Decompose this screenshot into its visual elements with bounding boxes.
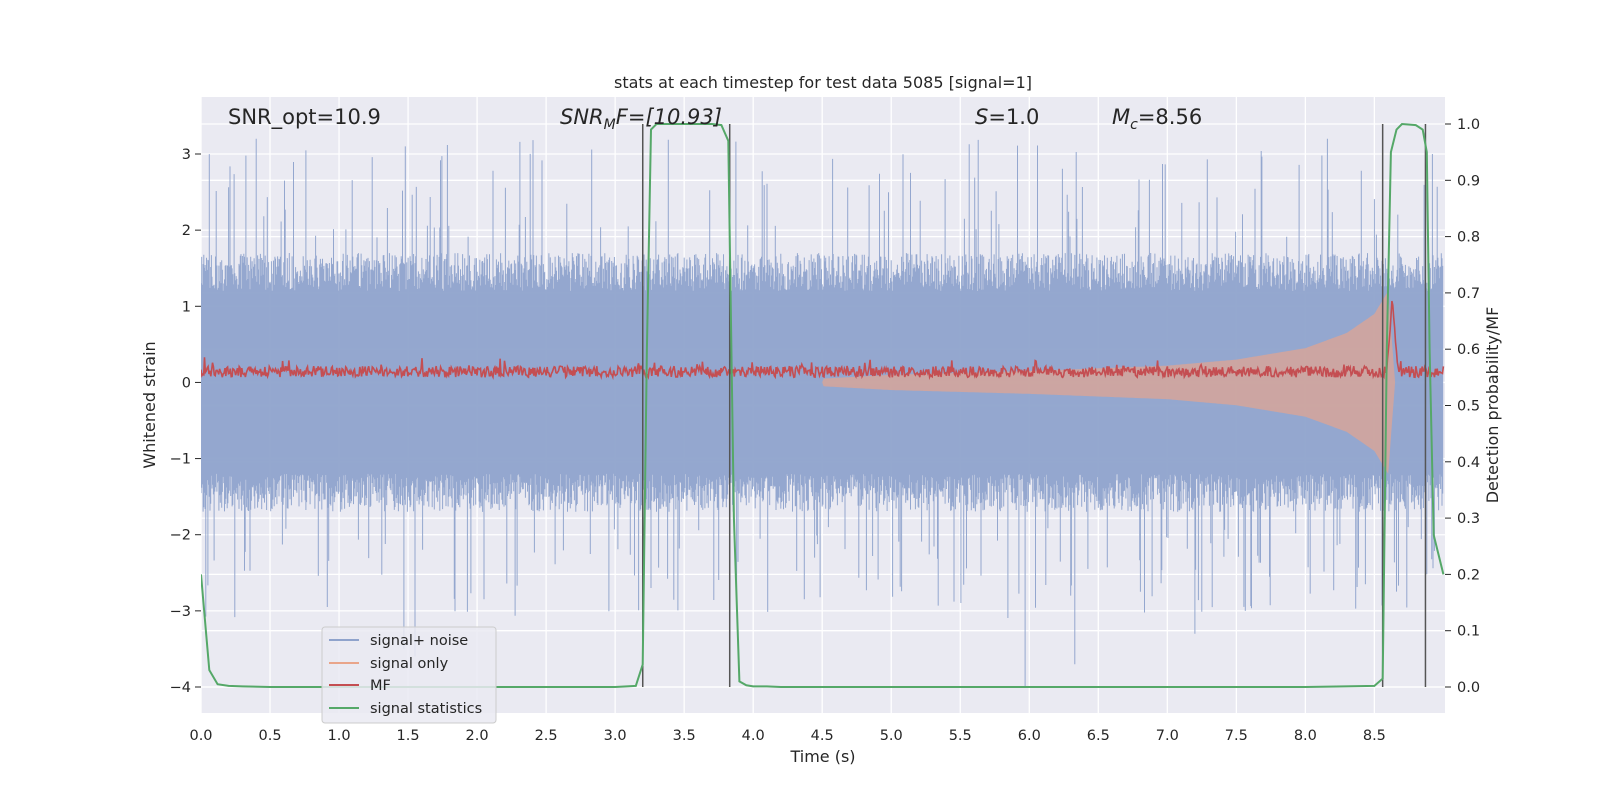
annotation-snr-opt: SNR_opt=10.9 xyxy=(228,105,381,130)
y-axis-label: Whitened strain xyxy=(140,341,159,468)
x-tick-label: 8.5 xyxy=(1363,728,1386,744)
series-mf xyxy=(201,300,1445,381)
x-tick-label: 6.0 xyxy=(1018,728,1041,744)
annotation-snr-mf-subscript: M xyxy=(604,117,616,133)
annotation-s-value: =1.0 xyxy=(988,105,1039,129)
y-axis-ticks: 3 2 1 0 −1 −2 −3 −4 xyxy=(170,147,201,696)
x-tick-label: 7.0 xyxy=(1156,728,1179,744)
series-signal-only xyxy=(822,291,1396,474)
legend-label-signal-plus-noise: signal+ noise xyxy=(370,633,468,649)
x-tick-label: 7.5 xyxy=(1225,728,1248,744)
chart-title: stats at each timestep for test data 508… xyxy=(614,73,1032,92)
annotation-mc-symbol: M xyxy=(1112,105,1130,129)
x-tick-label: 1.0 xyxy=(328,728,351,744)
x-tick-label: 3.0 xyxy=(604,728,627,744)
y-tick-label: −1 xyxy=(170,452,191,468)
y2-tick-label: 0.8 xyxy=(1457,230,1480,246)
y-tick-label: −4 xyxy=(170,680,191,696)
y2-tick-label: 0.6 xyxy=(1457,342,1480,358)
x-tick-label: 5.5 xyxy=(949,728,972,744)
annotation-mc: Mc=8.56 xyxy=(1112,105,1202,133)
x-tick-label: 1.5 xyxy=(397,728,420,744)
annotation-s-symbol: S xyxy=(975,105,988,129)
x-tick-label: 4.5 xyxy=(811,728,834,744)
annotation-snr-mf: SNRMF=[10.93] xyxy=(560,105,722,133)
y-tick-label: 0 xyxy=(182,375,191,391)
x-tick-label: 6.5 xyxy=(1087,728,1110,744)
x-tick-label: 2.5 xyxy=(535,728,558,744)
y2-tick-label: 1.0 xyxy=(1457,117,1480,133)
legend: signal+ noise signal only MF signal stat… xyxy=(321,626,497,724)
x-tick-label: 8.0 xyxy=(1294,728,1317,744)
y-tick-label: 3 xyxy=(182,147,191,163)
x-tick-label: 0.5 xyxy=(258,728,281,744)
y2-tick-label: 0.7 xyxy=(1457,286,1480,302)
y2-axis-label: Detection probability/MF xyxy=(1483,307,1502,504)
y2-tick-label: 0.3 xyxy=(1457,511,1480,527)
annotation-s: S=1.0 xyxy=(975,105,1039,129)
x-tick-label: 4.0 xyxy=(742,728,765,744)
y2-tick-label: 0.9 xyxy=(1457,173,1480,189)
annotation-mc-value: =8.56 xyxy=(1138,105,1202,129)
y2-tick-label: 0.5 xyxy=(1457,399,1480,415)
y2-tick-label: 0.0 xyxy=(1457,680,1480,696)
x-axis-ticks: 0.0 0.5 1.0 1.5 2.0 2.5 3.0 3.5 4.0 4.5 5.0 5.5 6.0 6… xyxy=(189,728,1385,744)
y-tick-label: −3 xyxy=(170,604,191,620)
x-tick-label: 5.0 xyxy=(880,728,903,744)
annotation-mc-subscript: c xyxy=(1130,117,1138,133)
y2-tick-label: 0.1 xyxy=(1457,624,1480,640)
annotation-snr-mf-symbol: SNR xyxy=(560,105,604,129)
y-tick-label: −2 xyxy=(170,528,191,544)
x-tick-label: 2.0 xyxy=(466,728,489,744)
legend-box xyxy=(321,626,497,724)
x-axis-label: Time (s) xyxy=(789,747,855,766)
x-tick-label: 3.5 xyxy=(673,728,696,744)
annotation-snr-mf-value: F=[10.93] xyxy=(616,105,722,129)
x-tick-label: 0.0 xyxy=(189,728,212,744)
y-tick-label: 1 xyxy=(182,299,191,315)
legend-label-signal-only: signal only xyxy=(370,656,449,672)
legend-label-mf: MF xyxy=(370,678,391,694)
legend-label-signal-statistics: signal statistics xyxy=(370,701,482,717)
y2-tick-label: 0.2 xyxy=(1457,567,1480,583)
y2-axis-ticks: 1.0 0.9 0.8 0.7 0.6 0.5 0.4 0.3 0.2 0.1 0.0 xyxy=(1445,117,1480,696)
y-tick-label: 2 xyxy=(182,223,191,239)
y2-tick-label: 0.4 xyxy=(1457,455,1480,471)
